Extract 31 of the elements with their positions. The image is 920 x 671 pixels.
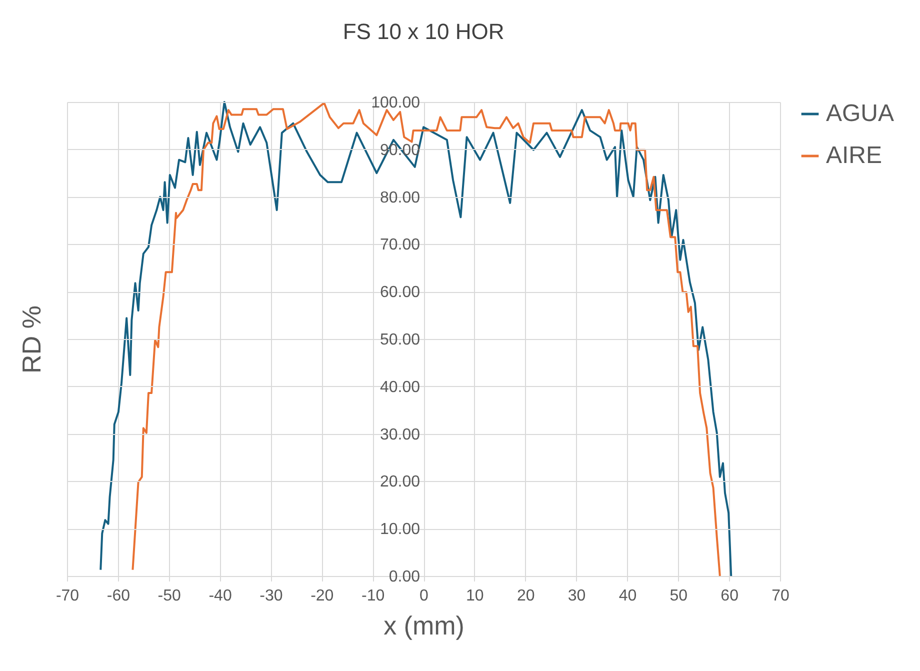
legend-label: AGUA [826,100,894,127]
y-tick-label: 40.00 [380,378,420,396]
y-tick-label: 50.00 [380,332,420,348]
x-tick-label: 10 [466,588,484,604]
y-tick-label: 70.00 [380,236,420,254]
x-tick-label: -50 [158,588,182,604]
x-tick-label: -10 [362,588,385,604]
y-tick-label: 60.00 [380,284,420,302]
y-tick-label: 30.00 [380,426,420,444]
y-tick-label: 80.00 [380,189,420,206]
x-tick-label: -30 [260,588,283,604]
y-tick-label: 0.00 [388,568,420,586]
x-tick-label: -60 [106,588,130,604]
x-tick-label: 0 [420,588,429,604]
y-tick-label: 90.00 [380,142,420,159]
x-tick-label: 40 [618,588,637,604]
x-tick-label: 70 [772,588,790,604]
x-tick-label: 50 [670,588,688,604]
x-tick-label: 60 [720,588,739,604]
x-axis-title: x (mm) [384,610,464,640]
y-tick-label: 100.00 [371,94,420,112]
y-tick-label: 20.00 [380,474,420,491]
x-tick-label: -40 [208,588,232,604]
legend-label: AIRE [826,142,882,169]
x-tick-label: 20 [516,588,535,604]
x-tick-label: 30 [568,588,586,604]
y-axis-title: RD % [16,306,46,374]
y-tick-label: 10.00 [380,521,420,538]
chart-title: FS 10 x 10 HOR [342,19,504,44]
x-tick-label: -70 [56,588,80,604]
x-tick-label: -20 [310,588,334,604]
